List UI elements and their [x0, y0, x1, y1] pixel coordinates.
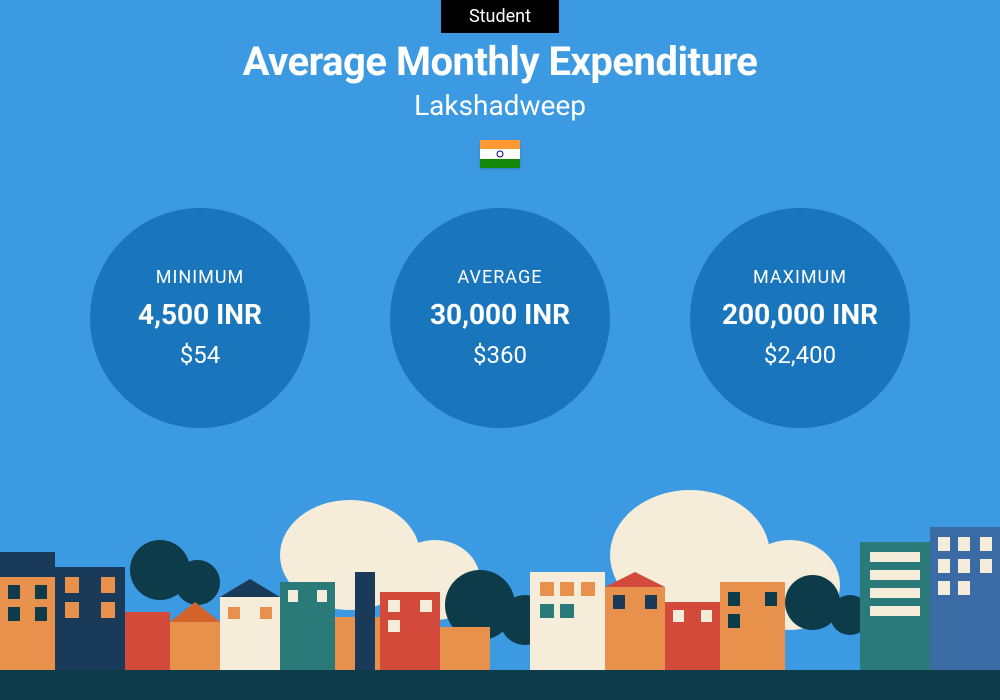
flag-chakra-icon	[497, 151, 504, 158]
stat-label: AVERAGE	[458, 267, 543, 288]
building-icon	[665, 602, 720, 672]
building-icon	[0, 577, 55, 672]
building-icon	[380, 592, 440, 672]
badge-label: Student	[469, 6, 531, 27]
stat-value-usd: $54	[180, 341, 220, 369]
page-title: Average Monthly Expenditure	[0, 38, 1000, 85]
building-icon	[125, 612, 170, 672]
building-icon	[930, 527, 1000, 672]
stat-maximum: MAXIMUM 200,000 INR $2,400	[690, 208, 910, 428]
category-badge: Student	[441, 0, 559, 33]
building-icon	[530, 572, 605, 672]
building-icon	[55, 567, 125, 672]
stat-value-usd: $2,400	[764, 341, 836, 369]
stat-minimum: MINIMUM 4,500 INR $54	[90, 208, 310, 428]
building-icon	[860, 542, 930, 672]
stats-row: MINIMUM 4,500 INR $54 AVERAGE 30,000 INR…	[0, 208, 1000, 428]
building-icon	[720, 582, 785, 672]
stat-value-local: 4,500 INR	[138, 298, 262, 331]
stat-value-local: 200,000 INR	[722, 298, 878, 331]
stat-label: MAXIMUM	[753, 267, 847, 288]
stat-value-usd: $360	[473, 341, 527, 369]
tree-icon	[175, 560, 220, 605]
location-subtitle: Lakshadweep	[0, 89, 1000, 122]
building-icon	[280, 582, 335, 672]
cityscape-illustration	[0, 480, 1000, 700]
building-icon	[170, 622, 220, 672]
building-icon	[355, 572, 375, 672]
building-icon	[220, 597, 280, 672]
stat-label: MINIMUM	[156, 267, 244, 288]
ground	[0, 670, 1000, 700]
stat-value-local: 30,000 INR	[430, 298, 570, 331]
building-icon	[440, 627, 490, 672]
building-icon	[605, 587, 665, 672]
india-flag-icon	[480, 140, 520, 168]
stat-average: AVERAGE 30,000 INR $360	[390, 208, 610, 428]
